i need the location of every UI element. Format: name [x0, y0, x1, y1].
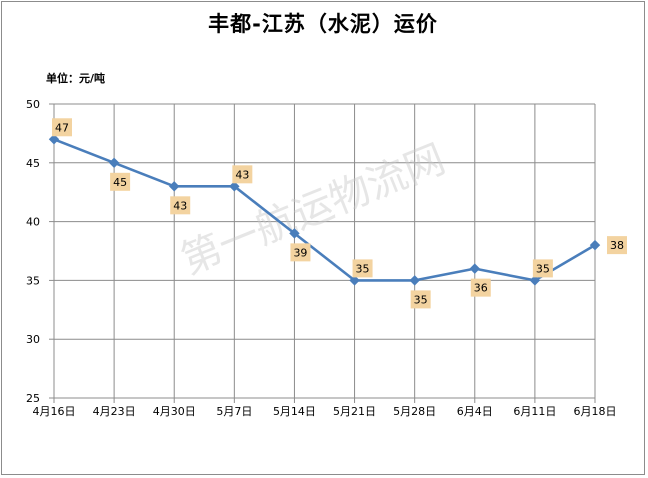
data-point	[589, 239, 601, 251]
x-tick-label: 5月14日	[273, 405, 316, 418]
data-label: 43	[235, 168, 249, 181]
data-label: 36	[474, 282, 488, 295]
watermark: 第一航运物流网	[175, 136, 452, 284]
data-label: 43	[173, 199, 187, 212]
x-tick-label: 5月7日	[216, 405, 252, 418]
data-label-bg	[290, 243, 311, 262]
data-label-bg	[470, 278, 491, 297]
data-point	[349, 275, 360, 286]
axes	[49, 103, 596, 403]
x-tick-label: 6月11日	[513, 405, 556, 418]
chart-title: 丰都-江苏（水泥）运价	[208, 12, 438, 36]
y-tick-label: 40	[26, 216, 40, 229]
data-label: 35	[356, 262, 370, 275]
data-label-bg	[532, 259, 553, 278]
y-tick-label: 35	[26, 274, 40, 287]
tick-labels: 25 30 35 40 45 50 4月16日 4月23日 4月30日 5月7日 5月14日 5月21…	[26, 98, 617, 418]
unit-label: 单位：元/吨	[46, 72, 106, 85]
data-point	[469, 263, 480, 274]
series-line	[48, 134, 601, 286]
data-label-bg	[410, 290, 431, 309]
data-label-bg	[607, 236, 627, 255]
x-tick-label: 6月18日	[574, 405, 617, 418]
y-tick-label: 45	[26, 157, 40, 170]
data-label: 47	[55, 121, 69, 134]
x-tick-label: 5月28日	[393, 405, 436, 418]
y-tick-label: 25	[26, 392, 40, 405]
data-label: 38	[610, 239, 624, 252]
data-label: 39	[293, 246, 307, 259]
x-tick-label: 4月23日	[93, 405, 136, 418]
data-point	[289, 228, 300, 239]
data-point	[409, 275, 420, 286]
grid-lines	[53, 103, 596, 399]
x-tick-label: 4月30日	[153, 405, 196, 418]
data-label-bg	[352, 259, 373, 278]
data-label-bg	[170, 196, 191, 215]
data-point	[229, 181, 240, 192]
data-point	[108, 157, 120, 169]
data-point	[529, 275, 541, 286]
data-label-bg	[232, 165, 253, 184]
series-polyline	[53, 138, 596, 282]
data-labels: 47 45 43 43 39 35 35 36 35 38	[52, 118, 627, 309]
data-label: 35	[536, 262, 550, 275]
x-tick-label: 6月4日	[457, 405, 493, 418]
x-tick-label: 4月16日	[33, 405, 76, 418]
y-tick-label: 30	[26, 333, 40, 346]
data-label-bg	[52, 118, 72, 137]
data-label-bg	[110, 172, 131, 191]
data-label: 35	[414, 293, 428, 306]
data-label: 45	[113, 176, 127, 189]
y-tick-label: 50	[26, 98, 40, 111]
x-tick-label: 5月21日	[333, 405, 376, 418]
data-point	[48, 134, 60, 145]
data-point	[169, 181, 180, 192]
